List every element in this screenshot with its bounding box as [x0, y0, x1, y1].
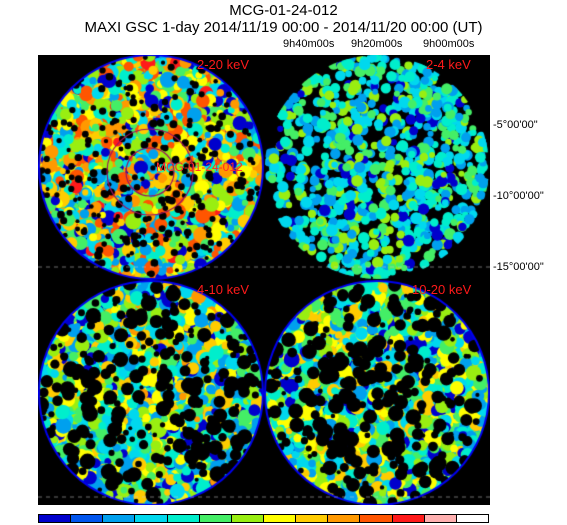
band-label-4-10kev: 4-10 keV [197, 282, 250, 297]
dec-label-2: -10°00'00" [493, 190, 544, 202]
sky-maps [38, 55, 490, 505]
colorbar-swatch [199, 515, 232, 522]
dec-label-3: -15°00'00" [493, 261, 544, 273]
ra-label-2: 9h20m00s [351, 38, 403, 50]
dec-label-1: -5°00'00" [493, 119, 538, 131]
colorbar-swatch [328, 515, 361, 522]
colorbar-swatch [167, 515, 200, 522]
source-title: MCG-01-24-012 [229, 2, 338, 19]
colorbar-swatch [39, 515, 72, 522]
colorbar-swatch [231, 515, 264, 522]
source-marker-label: MCG-01-24-012 [156, 160, 243, 174]
colorbar-swatch [135, 515, 168, 522]
observation-subtitle: MAXI GSC 1-day 2014/11/19 00:00 - 2014/1… [84, 19, 483, 36]
colorbar-swatch [392, 515, 425, 522]
band-label-2-4kev: 2-4 keV [426, 57, 471, 72]
sky-image-grid: 2-20 keV 2-4 keV 4-10 keV 10-20 keV MCG-… [38, 55, 490, 505]
colorbar-swatch [456, 515, 488, 522]
colorbar-swatch [263, 515, 297, 522]
ra-label-3: 9h00m00s [423, 38, 475, 50]
colorbar-swatch [424, 515, 457, 522]
ra-label-1: 9h40m00s [283, 38, 335, 50]
band-label-2-20kev: 2-20 keV [197, 57, 250, 72]
colorbar [38, 514, 489, 523]
colorbar-swatch [103, 515, 136, 522]
colorbar-swatch [296, 515, 329, 522]
colorbar-swatch [360, 515, 393, 522]
band-label-10-20kev: 10-20 keV [412, 282, 472, 297]
colorbar-swatch [71, 515, 104, 522]
